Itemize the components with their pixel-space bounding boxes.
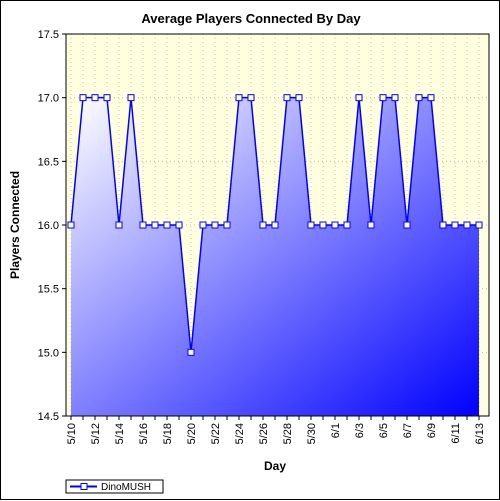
data-point [91, 94, 99, 102]
y-tick-label: 15.5 [38, 284, 59, 296]
legend-label: DinoMUSH [101, 482, 151, 493]
x-tick-label: 5/12 [90, 423, 102, 444]
data-point [223, 221, 231, 229]
data-point [235, 94, 243, 102]
data-point [403, 221, 411, 229]
data-point [139, 221, 147, 229]
x-tick-label: 5/26 [258, 423, 270, 444]
data-point [319, 221, 327, 229]
legend: DinoMUSH [65, 479, 164, 494]
x-tick-label: 5/22 [210, 423, 222, 444]
x-tick-label: 5/16 [138, 423, 150, 444]
x-axis-ticks: 5/10 5/12 5/14 5/16 5/18 5/20 5/22 5/24 5/26 5/28… [66, 416, 486, 444]
x-tick-label: 6/1 [330, 423, 342, 438]
x-tick-label: 5/20 [186, 423, 198, 444]
data-point [67, 221, 75, 229]
data-point [391, 94, 399, 102]
x-tick-label: 6/3 [354, 423, 366, 438]
data-point [379, 94, 387, 102]
data-point [475, 221, 483, 229]
x-tick-label: 5/28 [282, 423, 294, 444]
data-point [427, 94, 435, 102]
x-axis-label: Day [264, 459, 286, 473]
data-point [283, 94, 291, 102]
data-point [259, 221, 267, 229]
data-point [271, 221, 279, 229]
data-point [439, 221, 447, 229]
x-tick-label: 6/5 [378, 423, 390, 438]
data-point [415, 94, 423, 102]
x-tick-label: 5/18 [162, 423, 174, 444]
x-tick-label: 5/30 [306, 423, 318, 444]
x-tick-label: 5/14 [114, 423, 126, 444]
data-point [199, 221, 207, 229]
data-point [79, 94, 87, 102]
x-tick-label: 6/9 [426, 423, 438, 438]
legend-box [65, 479, 164, 494]
x-tick-label: 6/11 [450, 423, 462, 444]
x-tick-label: 5/24 [234, 423, 246, 444]
data-point [355, 94, 363, 102]
y-tick-label: 16.5 [38, 156, 59, 168]
data-point [307, 221, 315, 229]
y-tick-label: 15.0 [38, 347, 59, 359]
series-area [71, 97, 479, 417]
data-point [187, 348, 195, 356]
y-tick-label: 14.5 [38, 411, 59, 423]
data-point [247, 94, 255, 102]
x-tick-label: 6/13 [474, 423, 486, 444]
data-point [175, 221, 183, 229]
data-point [367, 221, 375, 229]
data-point [343, 221, 351, 229]
y-tick-label: 16.0 [38, 220, 59, 232]
legend-swatch-marker [80, 483, 88, 490]
series-points [67, 94, 483, 356]
data-point [451, 221, 459, 229]
y-tick-label: 17.5 [38, 29, 59, 41]
data-point [331, 221, 339, 229]
chart-title: Average Players Connected By Day [141, 11, 361, 26]
data-point [211, 221, 219, 229]
data-point [115, 221, 123, 229]
data-point [463, 221, 471, 229]
y-tick-label: 17.0 [38, 93, 59, 105]
y-axis-label: Players Connected [8, 171, 22, 279]
x-tick-label: 5/10 [66, 423, 78, 444]
data-point [163, 221, 171, 229]
x-tick-label: 6/7 [402, 423, 414, 438]
data-point [151, 221, 159, 229]
data-point [295, 94, 303, 102]
data-point [103, 94, 111, 102]
data-point [127, 94, 135, 102]
y-axis-ticks: 14.5 15.0 15.5 16.0 16.5 17.0 17.5 [38, 29, 66, 423]
